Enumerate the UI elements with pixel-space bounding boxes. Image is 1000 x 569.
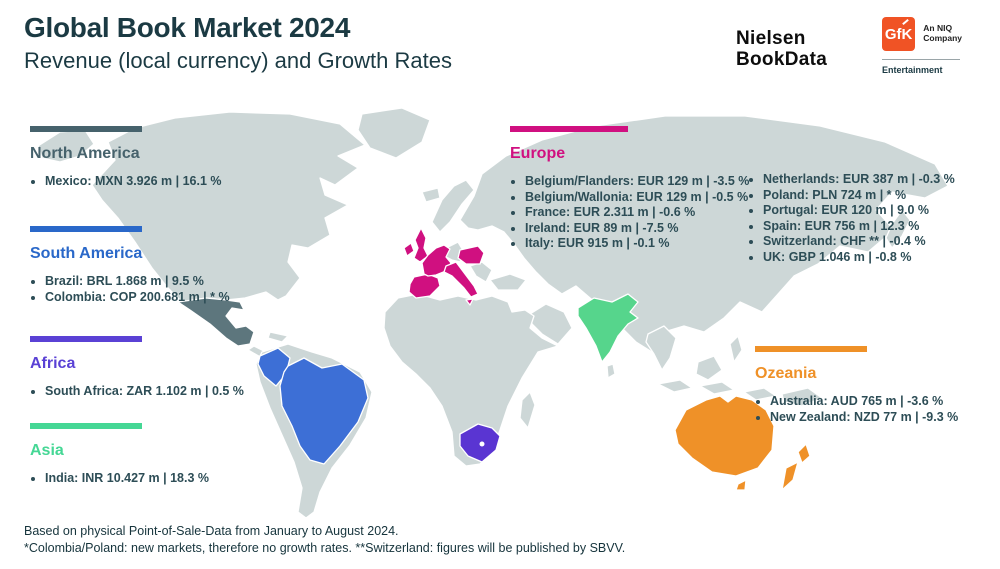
map-cuba — [267, 331, 289, 343]
map-madagascar — [519, 391, 536, 429]
footnotes: Based on physical Point-of-Sale-Data fro… — [24, 523, 625, 557]
map-poland — [457, 245, 485, 265]
gfk-accent-icon — [902, 18, 910, 26]
map-mexico — [177, 297, 255, 347]
region-name-europe: Europe — [510, 145, 566, 162]
data-item-mexico: Mexico: MXN 3.926 m | 16.1 % — [45, 174, 222, 190]
map-sicily — [465, 298, 474, 306]
region-north-america: North America Mexico: MXN 3.926 m | 16.1… — [30, 126, 222, 190]
map-borneo — [695, 355, 723, 381]
map-greenland — [357, 107, 431, 159]
data-item-italy: Italy: EUR 915 m | -0.1 % — [525, 236, 749, 252]
region-asia: Asia India: INR 10.427 m | 18.3 % — [30, 423, 209, 487]
data-item-australia: Australia: AUD 765 m | -3.6 % — [770, 394, 958, 410]
map-highlighted-countries — [177, 227, 811, 491]
data-item-colombia: Colombia: COP 200.681 m | * % — [45, 290, 230, 306]
page-title: Global Book Market 2024 — [24, 12, 351, 43]
nielsen-bookdata-logo: Nielsen BookData — [736, 28, 827, 70]
gfk-division-label: Entertainment — [882, 65, 943, 75]
data-item-new-zealand: New Zealand: NZD 77 m | -9.3 % — [770, 410, 958, 426]
data-item-ireland: Ireland: EUR 89 m | -7.5 % — [525, 221, 749, 237]
map-lesotho — [479, 441, 485, 447]
region-south-america: South America Brazil: BRL 1.868 m | 9.5 … — [30, 226, 230, 305]
region-bar-oceania — [755, 346, 867, 352]
map-scandinavia — [431, 179, 475, 233]
map-arabia — [529, 303, 573, 345]
world-map — [37, 107, 949, 519]
data-item-netherlands: Netherlands: EUR 387 m | -0.3 % — [763, 172, 955, 188]
map-france-benelux — [421, 244, 452, 277]
region-oceania: Ozeania Australia: AUD 765 m | -3.6 % Ne… — [755, 346, 958, 425]
map-australia — [674, 395, 775, 477]
data-item-belgium-flanders: Belgium/Flanders: EUR 129 m | -3.5 % — [525, 174, 749, 190]
nielsen-logo-line1: Nielsen — [736, 28, 806, 49]
map-iberia — [408, 273, 441, 299]
data-item-india: India: INR 10.427 m | 18.3 % — [45, 471, 209, 487]
map-north-america — [91, 111, 366, 303]
footnote-line2: *Colombia/Poland: new markets, therefore… — [24, 541, 626, 555]
map-turkey — [489, 273, 527, 291]
gfk-logo-text: GfK — [884, 25, 913, 43]
data-item-south-africa: South Africa: ZAR 1.102 m | 0.5 % — [45, 384, 244, 400]
nielsen-logo-line2: BookData — [736, 49, 828, 70]
map-balkans — [469, 261, 493, 283]
europe-column-1: Belgium/Flanders: EUR 129 m | -3.5 % Bel… — [510, 174, 749, 252]
map-lesser-sunda — [743, 387, 777, 401]
data-item-belgium-wallonia: Belgium/Wallonia: EUR 129 m | -0.5 % — [525, 190, 749, 206]
map-ireland — [403, 242, 415, 257]
data-item-spain: Spain: EUR 756 m | 12.3 % — [763, 219, 955, 235]
footnote-line1: Based on physical Point-of-Sale-Data fro… — [24, 524, 399, 538]
map-italy — [443, 261, 479, 298]
map-java — [699, 381, 735, 395]
data-item-brazil: Brazil: BRL 1.868 m | 9.5 % — [45, 274, 230, 290]
data-item-france: France: EUR 2.311 m | -0.6 % — [525, 205, 749, 221]
map-sumatra — [657, 379, 693, 393]
page-subtitle: Revenue (local currency) and Growth Rate… — [24, 48, 452, 73]
region-bar-asia — [30, 423, 142, 429]
map-new-guinea — [781, 387, 823, 407]
gfk-divider — [882, 59, 960, 60]
data-item-switzerland: Switzerland: CHF ** | -0.4 % — [763, 234, 955, 250]
region-name-north-america: North America — [30, 145, 140, 162]
map-india — [577, 293, 639, 363]
map-iceland — [421, 187, 441, 203]
map-new-zealand-south — [781, 461, 799, 491]
map-sri-lanka — [606, 363, 616, 379]
region-bar-europe — [510, 126, 628, 132]
gfk-tagline-line1: An NIQ — [923, 23, 953, 33]
data-item-poland: Poland: PLN 724 m | * % — [763, 188, 955, 204]
region-name-asia: Asia — [30, 442, 64, 459]
europe-column-2: Netherlands: EUR 387 m | -0.3 % Poland: … — [748, 172, 955, 266]
region-bar-south-america — [30, 226, 142, 232]
gfk-logo-mark: GfK — [882, 17, 916, 51]
map-tasmania — [735, 479, 747, 491]
map-colombia — [257, 347, 291, 387]
data-item-portugal: Portugal: EUR 120 m | 9.0 % — [763, 203, 955, 219]
region-africa: Africa South Africa: ZAR 1.102 m | 0.5 % — [30, 336, 244, 400]
map-new-zealand-north — [797, 443, 811, 464]
region-europe: Europe Belgium/Flanders: EUR 129 m | -3.… — [510, 126, 749, 252]
map-indochina — [645, 325, 677, 371]
gfk-logo: GfK An NIQ Company Entertainment — [882, 17, 962, 75]
region-name-south-america: South America — [30, 245, 143, 262]
map-brazil — [279, 357, 369, 465]
region-name-oceania: Ozeania — [755, 365, 817, 382]
map-japan — [885, 209, 911, 249]
map-philippines — [729, 335, 743, 363]
gfk-tagline-line2: Company — [923, 33, 962, 43]
region-bar-africa — [30, 336, 142, 342]
region-bar-north-america — [30, 126, 142, 132]
data-item-uk: UK: GBP 1.046 m | -0.8 % — [763, 250, 955, 266]
region-name-africa: Africa — [30, 355, 76, 372]
map-eurasia — [459, 115, 949, 353]
